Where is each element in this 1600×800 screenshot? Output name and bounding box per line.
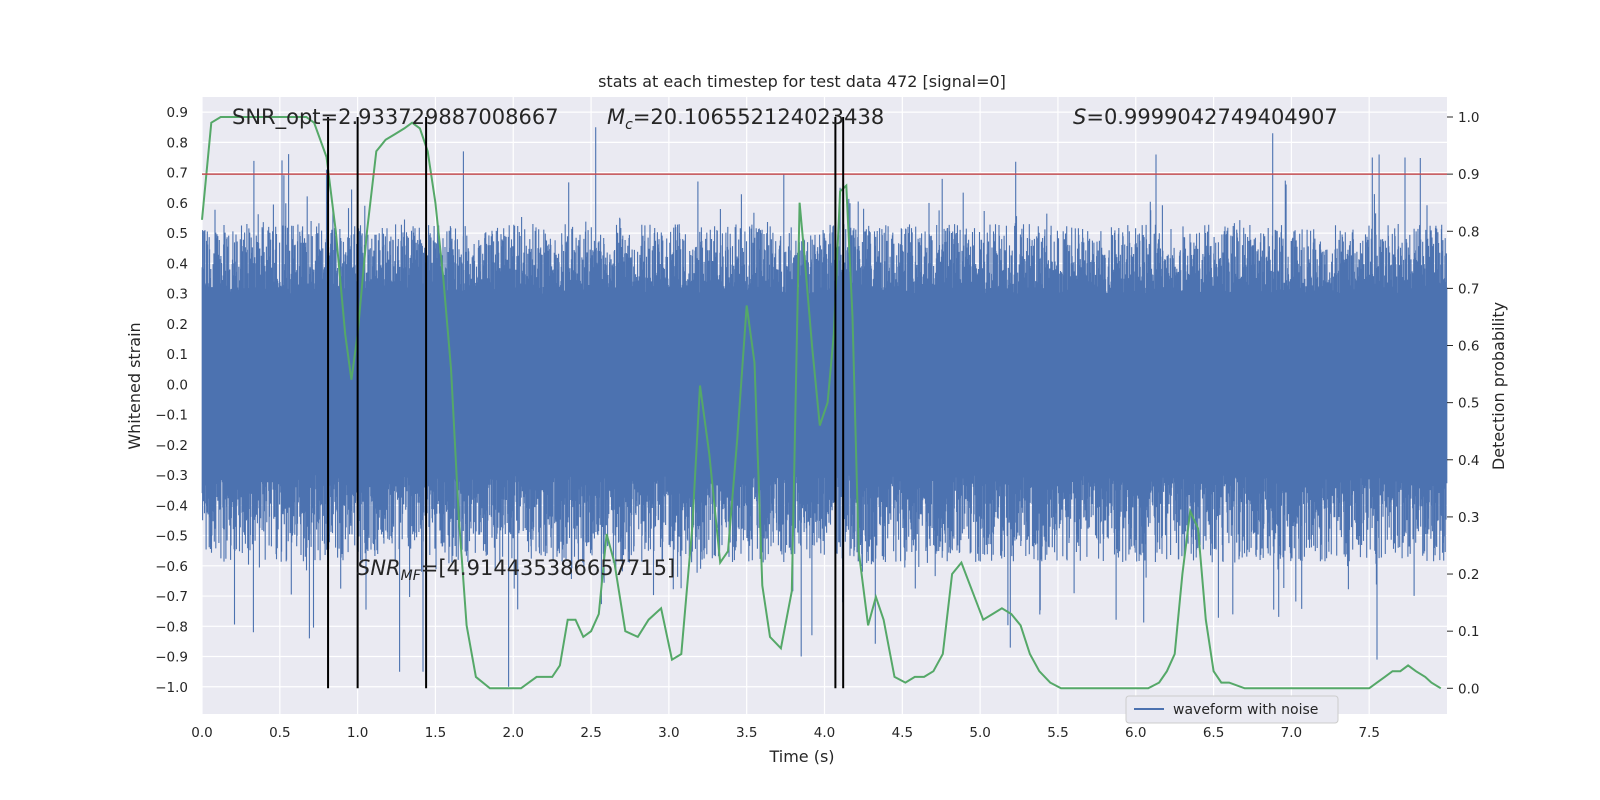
y2-tick-label: 1.0 (1458, 110, 1479, 126)
y-tick-label: −0.3 (155, 468, 188, 484)
y-tick-label: 0.2 (167, 317, 188, 333)
y2-tick-label: 0.9 (1458, 167, 1479, 183)
chirp-mass-value: =20.106552124023438 (633, 105, 884, 129)
y-axis-label: Whitened strain (125, 322, 144, 449)
y-tick-label: 0.8 (167, 135, 188, 151)
x-tick-label: 5.5 (1047, 725, 1068, 741)
chirp-mass-annotation: Mc=20.106552124023438 (607, 105, 884, 133)
x-tick-label: 3.0 (658, 725, 679, 741)
y2-tick-label: 0.7 (1458, 281, 1479, 297)
y2-tick-label: 0.8 (1458, 224, 1479, 240)
x-tick-label: 0.0 (191, 725, 212, 741)
snr-mf-annotation: SNRMF=[4.914435386657715] (357, 556, 675, 584)
s-value: =0.9999042749404907 (1086, 105, 1337, 129)
y2-tick-label: 0.5 (1458, 396, 1479, 412)
y2-axis-label: Detection probability (1489, 302, 1508, 470)
y-tick-label: 0.6 (167, 196, 188, 212)
y-tick-label: 0.0 (167, 377, 188, 393)
y-tick-label: 0.9 (167, 105, 188, 121)
x-axis-label: Time (s) (768, 747, 834, 766)
waveform-series (201, 127, 1448, 687)
x-tick-label: 1.0 (347, 725, 368, 741)
legend-label-waveform: waveform with noise (1173, 702, 1318, 718)
y-tick-label: −0.6 (155, 559, 188, 575)
y2-tick-label: 0.0 (1458, 681, 1479, 697)
y-tick-label: −0.1 (155, 408, 188, 424)
s-annotation: S=0.9999042749404907 (1073, 105, 1338, 129)
y-tick-label: 0.1 (167, 347, 188, 363)
chart-title: stats at each timestep for test data 472… (598, 72, 1006, 91)
x-tick-label: 2.5 (580, 725, 601, 741)
y-tick-label: −0.5 (155, 529, 188, 545)
y-tick-label: −0.9 (155, 650, 188, 666)
snr-mf-subscript: MF (401, 568, 422, 584)
x-tick-label: 4.5 (892, 725, 913, 741)
y2-axis-ticks: 1.0 0.9 0.8 0.7 0.6 0.5 0.4 0.3 0.2 0.1 0.0 (1447, 110, 1479, 697)
y-tick-label: −1.0 (155, 680, 188, 696)
x-tick-label: 3.5 (736, 725, 757, 741)
y2-tick-label: 0.4 (1458, 453, 1479, 469)
y-tick-label: 0.4 (167, 256, 188, 272)
x-tick-label: 4.0 (814, 725, 835, 741)
x-tick-label: 6.0 (1125, 725, 1146, 741)
snr-mf-symbol: SNR (357, 556, 401, 580)
x-tick-label: 7.5 (1358, 725, 1379, 741)
y-tick-label: −0.7 (155, 589, 188, 605)
y-tick-label: −0.2 (155, 438, 188, 454)
detection-probability-line (201, 116, 1442, 690)
snr-opt-annotation: SNR_opt=2.933729887008667 (232, 105, 559, 130)
y-axis-ticks: 0.9 0.8 0.7 0.6 0.5 0.4 0.3 0.2 0.1 0.0 −0.1 −0.2 −0… (155, 105, 188, 696)
y2-tick-label: 0.6 (1458, 339, 1479, 355)
y-tick-label: 0.5 (167, 226, 188, 242)
legend: waveform with noise (1125, 695, 1339, 724)
x-axis-ticks: 0.0 0.5 1.0 1.5 2.0 2.5 3.0 3.5 4.0 4.5 5.0 5.5 6.0 6… (191, 725, 1380, 741)
x-tick-label: 7.0 (1281, 725, 1302, 741)
y2-tick-label: 0.1 (1458, 624, 1479, 640)
s-symbol: S (1073, 105, 1086, 129)
x-tick-label: 6.5 (1203, 725, 1224, 741)
snr-mf-value: =[4.914435386657715] (421, 556, 675, 580)
x-tick-label: 0.5 (269, 725, 290, 741)
x-tick-label: 5.0 (969, 725, 990, 741)
y2-tick-label: 0.2 (1458, 567, 1479, 583)
x-tick-label: 2.0 (503, 725, 524, 741)
chirp-mass-symbol: M (607, 105, 625, 129)
vertical-markers (327, 116, 845, 689)
y2-tick-label: 0.3 (1458, 510, 1479, 526)
y-tick-label: 0.7 (167, 166, 188, 182)
y-tick-label: −0.8 (155, 619, 188, 635)
chirp-mass-subscript: c (625, 117, 633, 133)
legend-box (1125, 695, 1339, 724)
waveform-spikes (201, 127, 1448, 687)
y-tick-label: −0.4 (155, 498, 188, 514)
x-tick-label: 1.5 (425, 725, 446, 741)
y-tick-label: 0.3 (167, 287, 188, 303)
